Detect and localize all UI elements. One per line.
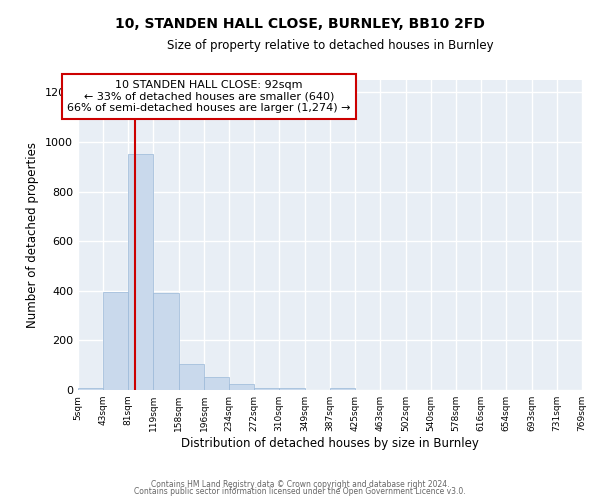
Text: 10 STANDEN HALL CLOSE: 92sqm
← 33% of detached houses are smaller (640)
66% of s: 10 STANDEN HALL CLOSE: 92sqm ← 33% of de… [67, 80, 351, 113]
Bar [254, 388, 279, 390]
Title: Size of property relative to detached houses in Burnley: Size of property relative to detached ho… [167, 40, 493, 52]
Y-axis label: Number of detached properties: Number of detached properties [26, 142, 40, 328]
Bar [103, 292, 128, 390]
Bar [153, 294, 179, 390]
Bar [330, 388, 355, 390]
Bar [204, 377, 229, 390]
X-axis label: Distribution of detached houses by size in Burnley: Distribution of detached houses by size … [181, 437, 479, 450]
Bar [128, 154, 153, 390]
Text: Contains public sector information licensed under the Open Government Licence v3: Contains public sector information licen… [134, 487, 466, 496]
Bar [229, 384, 254, 390]
Text: Contains HM Land Registry data © Crown copyright and database right 2024.: Contains HM Land Registry data © Crown c… [151, 480, 449, 489]
Bar [279, 388, 305, 390]
Bar [179, 364, 204, 390]
Text: 10, STANDEN HALL CLOSE, BURNLEY, BB10 2FD: 10, STANDEN HALL CLOSE, BURNLEY, BB10 2F… [115, 18, 485, 32]
Bar [78, 388, 103, 390]
